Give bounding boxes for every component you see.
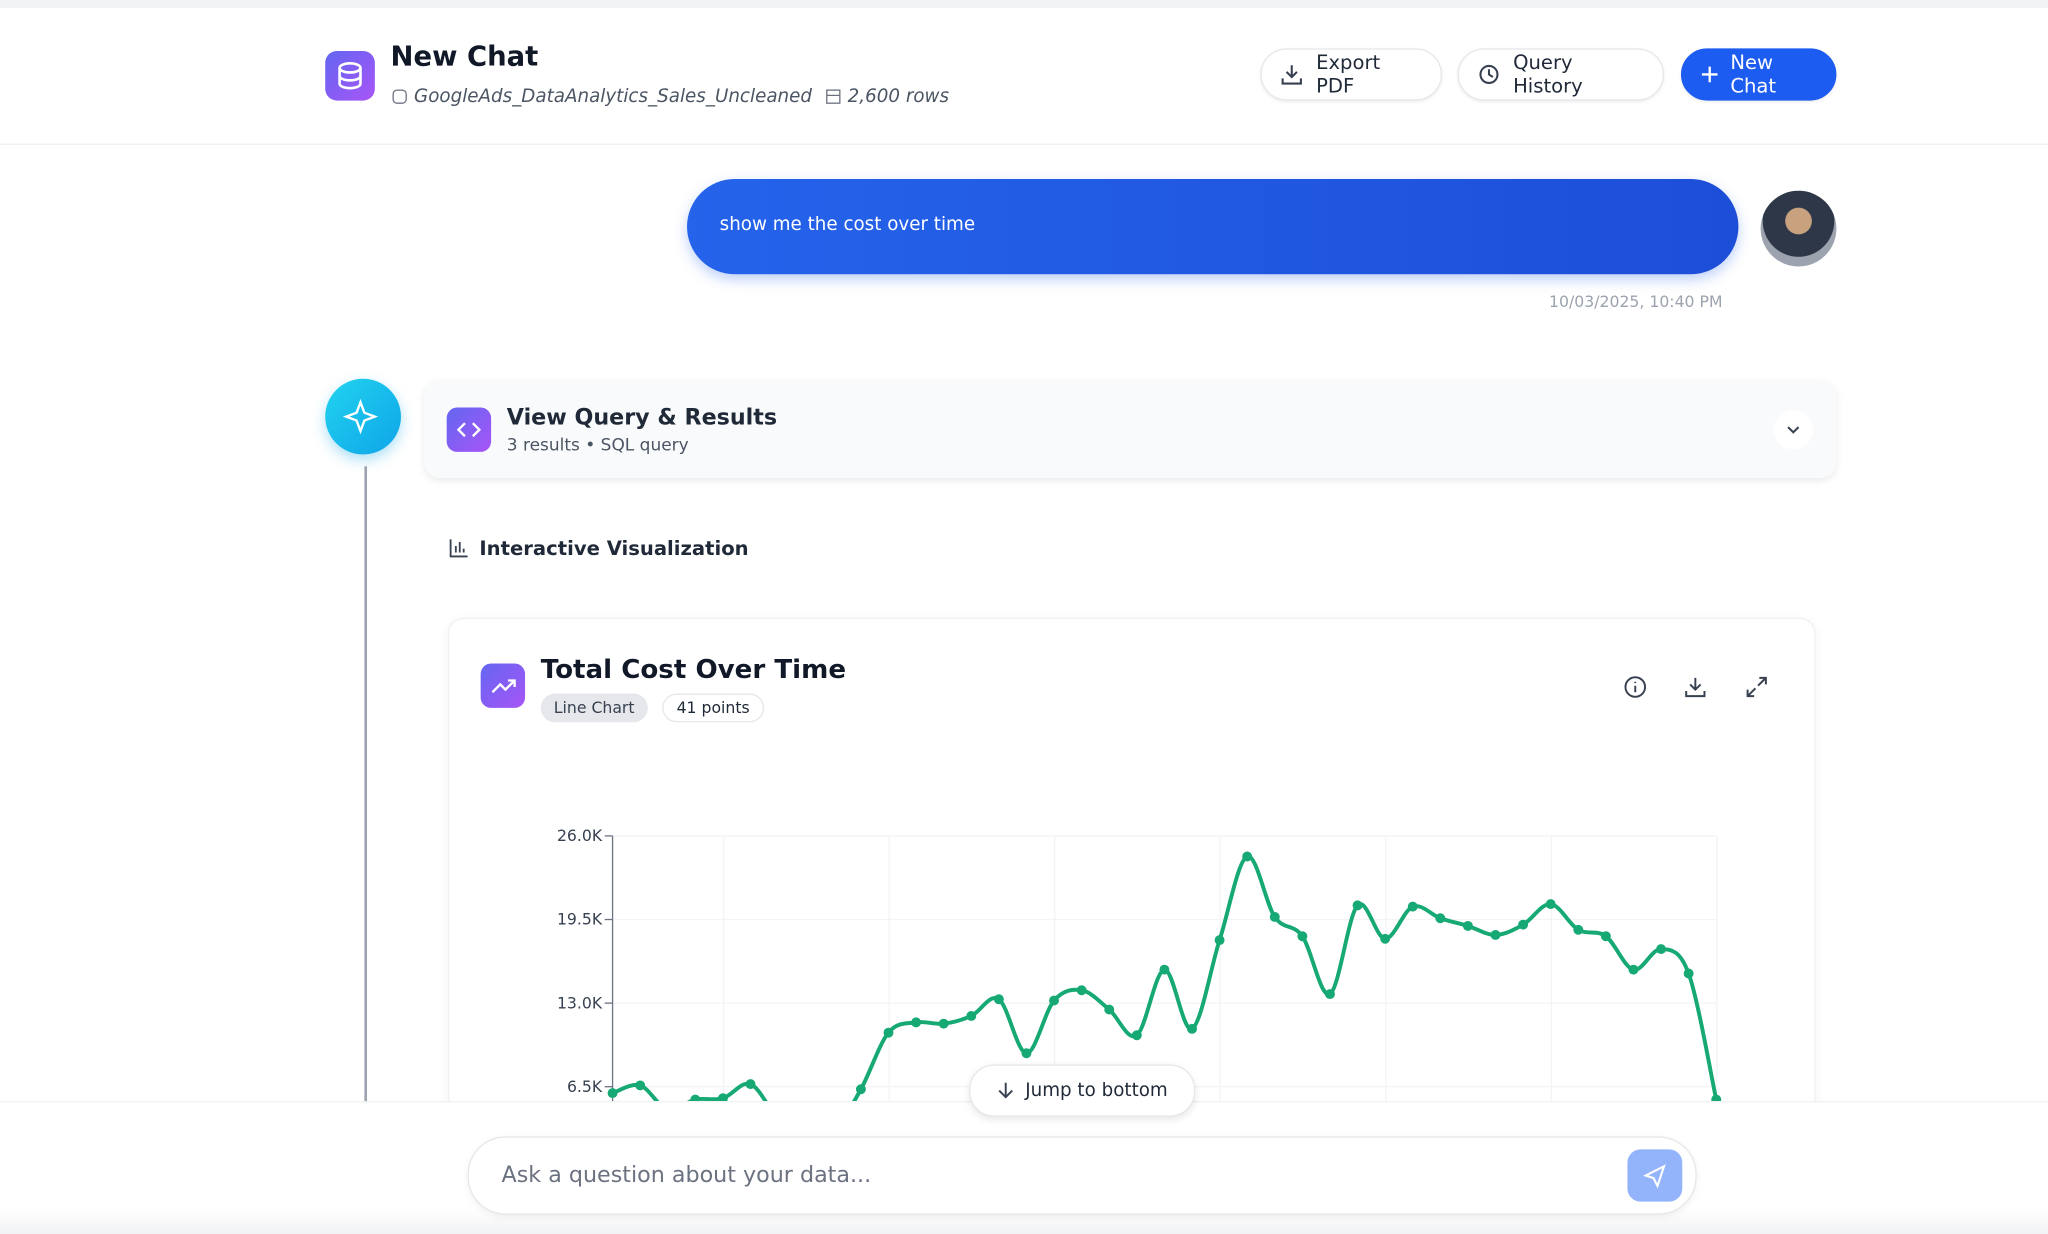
user-message-bubble: show me the cost over time [687, 178, 1739, 275]
jump-to-bottom-button[interactable]: Jump to bottom [969, 1064, 1196, 1117]
data-point [1269, 911, 1280, 922]
cost-line [611, 854, 1719, 1102]
user-message-text: show me the cost over time [719, 214, 976, 236]
data-point [1324, 989, 1335, 1000]
db-icon [325, 50, 375, 101]
y-tick-label: 6.5K [567, 1077, 603, 1096]
data-point [883, 1027, 894, 1038]
input-bar: Ask a question about your data... [0, 1101, 2048, 1234]
assistant-avatar [325, 378, 401, 455]
data-point [690, 1094, 701, 1102]
data-point [1076, 985, 1087, 996]
question-input[interactable]: Ask a question about your data... [467, 1136, 1697, 1215]
dataset-name: GoogleAds_DataAnalytics_Sales_Uncleaned [414, 86, 812, 108]
data-point [1545, 899, 1556, 910]
user-avatar [1760, 190, 1837, 267]
chart-title: Total Cost Over Time [540, 653, 847, 685]
data-point [635, 1080, 646, 1091]
message-timestamp: 10/03/2025, 10:40 PM [1549, 292, 1723, 311]
bar-chart-icon [449, 539, 468, 558]
data-point [1159, 964, 1170, 975]
data-point [717, 1093, 728, 1102]
data-point [1049, 995, 1060, 1006]
header-divider [0, 143, 2048, 145]
data-point [1462, 920, 1473, 931]
data-point [1214, 935, 1225, 946]
table-icon [826, 89, 841, 104]
top-strip [0, 0, 2048, 8]
button-label: Export PDF [1316, 50, 1381, 98]
trend-icon [480, 663, 526, 708]
data-point [911, 1017, 922, 1028]
data-point [745, 1079, 756, 1090]
y-tick-label: 19.5K [557, 910, 603, 929]
chat-title: New Chat [390, 40, 539, 72]
data-point [855, 1084, 866, 1095]
line-chart: 6.5K 13.0K 19.5K 26.0K [557, 826, 1722, 1102]
data-point [1600, 931, 1611, 942]
send-button[interactable] [1627, 1149, 1683, 1202]
input-placeholder: Ask a question about your data... [501, 1162, 872, 1189]
info-button[interactable] [1622, 674, 1648, 700]
type-badge: Line Chart [540, 693, 648, 723]
data-point [1131, 1030, 1142, 1041]
data-point [1297, 931, 1308, 942]
data-point [1380, 933, 1391, 944]
db-small-icon [392, 89, 407, 104]
query-panel-subtitle: 3 results • SQL query [506, 436, 689, 456]
query-panel[interactable]: View Query & Results 3 results • SQL que… [424, 380, 1837, 479]
export-pdf-button[interactable]: Export PDF [1260, 48, 1442, 101]
code-icon [446, 407, 492, 452]
data-point [1104, 1004, 1115, 1015]
query-panel-title: View Query & Results [506, 404, 778, 432]
button-label: New Chat [1730, 50, 1777, 98]
data-point [1242, 851, 1253, 862]
data-point [1352, 900, 1363, 911]
data-point [1628, 964, 1639, 975]
fullscreen-button[interactable] [1744, 674, 1770, 700]
data-point [1407, 901, 1418, 912]
data-point [1656, 944, 1667, 955]
data-point [1518, 919, 1529, 930]
data-point [1573, 924, 1584, 935]
row-count: 2,600 rows [847, 86, 950, 108]
data-point [1683, 968, 1694, 979]
data-point [1711, 1094, 1722, 1102]
download-button[interactable] [1682, 674, 1708, 700]
new-chat-button[interactable]: New Chat [1680, 48, 1837, 101]
query-history-button[interactable]: Query History [1457, 48, 1664, 101]
points-badge: 41 points [662, 693, 765, 723]
button-label: Jump to bottom [1025, 1080, 1168, 1102]
y-tick-label: 26.0K [557, 826, 603, 845]
data-point [1021, 1048, 1032, 1059]
y-tick-label: 13.0K [557, 993, 603, 1012]
data-point [966, 1010, 977, 1021]
expand-chevron[interactable] [1772, 409, 1814, 451]
data-point [1435, 913, 1446, 924]
data-point [938, 1018, 949, 1029]
data-point [1187, 1023, 1197, 1034]
visualization-label: Interactive Visualization [479, 536, 749, 561]
data-point [993, 994, 1004, 1005]
button-label: Query History [1513, 50, 1583, 98]
data-point [607, 1088, 618, 1099]
data-point [1490, 929, 1501, 940]
thread-line [364, 466, 368, 1107]
